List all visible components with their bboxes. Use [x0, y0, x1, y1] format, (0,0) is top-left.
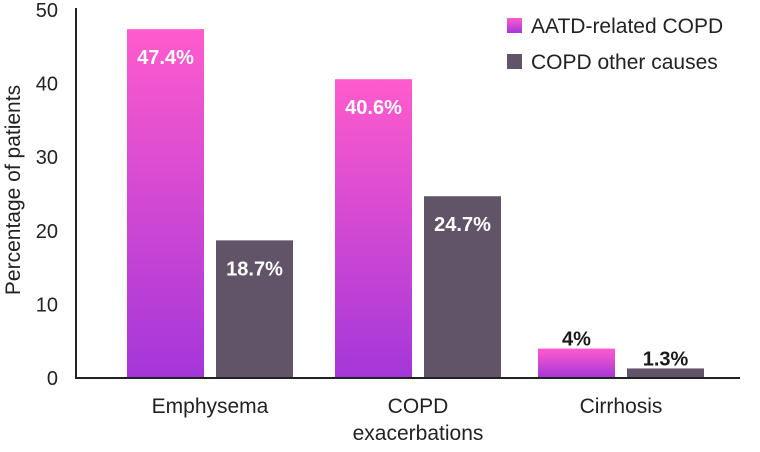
x-category-label: exacerbations — [353, 422, 484, 445]
bar-other-1 — [424, 196, 501, 378]
y-tick-label: 30 — [36, 147, 58, 169]
y-axis-title: Percentage of patients — [2, 85, 25, 295]
x-category-label: Emphysema — [152, 395, 269, 418]
y-tick-label: 20 — [36, 221, 58, 243]
bar-value-label: 1.3% — [643, 348, 689, 370]
x-axis: Emphysema COPD exacerbations Cirrhosis — [75, 377, 740, 445]
y-tick-label: 0 — [47, 368, 58, 390]
legend: AATD-related COPD COPD other causes — [507, 15, 723, 74]
legend-label-other: COPD other causes — [531, 51, 718, 74]
y-tick-label: 40 — [36, 74, 58, 96]
bar-value-label: 4% — [562, 329, 591, 351]
bar-other-2 — [627, 368, 704, 378]
x-category-label: Cirrhosis — [580, 395, 663, 418]
bar-other-0 — [216, 240, 293, 378]
bar-value-label: 18.7% — [226, 258, 283, 280]
bars — [127, 29, 704, 379]
bar-value-label: 47.4% — [137, 47, 194, 69]
legend-swatch-other — [507, 54, 522, 69]
bar-value-label: 24.7% — [434, 214, 491, 236]
x-category-label: COPD — [388, 395, 449, 418]
bar-aatd-0 — [127, 29, 204, 379]
y-tick-label: 50 — [36, 0, 58, 22]
bar-value-label: 40.6% — [345, 97, 402, 119]
bar-labels: 47.4% 18.7% 40.6% 24.7% 4% 1.3% — [137, 47, 688, 370]
legend-swatch-aatd — [507, 18, 522, 33]
y-tick-label: 10 — [36, 294, 58, 316]
legend-label-aatd: AATD-related COPD — [531, 15, 723, 38]
y-axis: 0 10 20 30 40 50 — [36, 0, 77, 390]
bar-aatd-1 — [335, 79, 412, 379]
bar-aatd-2 — [538, 348, 615, 378]
